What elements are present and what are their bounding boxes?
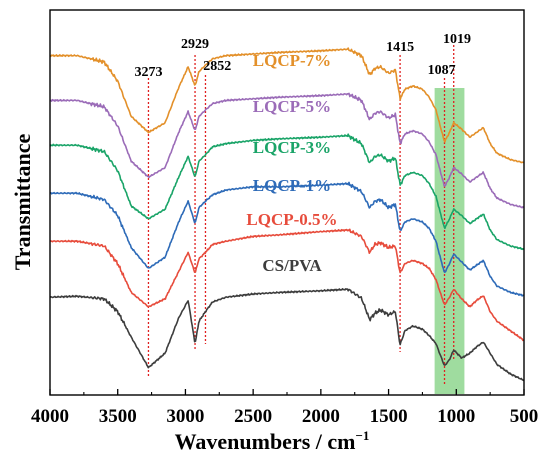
peak-label-1415: 1415 [386,40,414,55]
x-tick-label-1000: 1000 [437,406,475,427]
x-tick-label-500: 500 [510,406,539,427]
x-tick-label-4000: 4000 [31,406,69,427]
x-tick-label-2500: 2500 [234,406,272,427]
series-label-LQCP-3%: LQCP-3% [253,138,331,157]
series-line-LQCP-0.5% [49,228,525,342]
x-tick-label-3000: 3000 [166,406,204,427]
peak-label-3273: 3273 [134,65,162,80]
peak-label-2852: 2852 [203,59,231,74]
series-label-LQCP-7%: LQCP-7% [253,51,331,70]
series-line-CS/PVA [49,288,525,382]
peak-label-2929: 2929 [181,37,209,52]
peak-label-1087: 1087 [428,63,456,78]
series-label-LQCP-0.5%: LQCP-0.5% [246,210,337,229]
series-line-LQCP-3% [49,133,525,251]
series-label-LQCP-1%: LQCP-1% [253,176,331,195]
series-label-LQCP-5%: LQCP-5% [253,97,331,116]
series-line-LQCP-7% [49,47,524,164]
peak-label-1019: 1019 [443,32,471,47]
y-axis-title: Transmittance [10,134,35,271]
x-tick-label-3500: 3500 [99,406,137,427]
series-line-LQCP-5% [49,92,525,209]
series-label-CS/PVA: CS/PVA [262,256,322,275]
series-line-LQCP-1% [49,181,525,297]
x-tick-label-2000: 2000 [302,406,340,427]
x-axis-title: Wavenumbers / cm−1 [175,428,370,454]
x-axis-title-sup: −1 [355,428,369,443]
highlight-band [434,88,465,394]
x-axis-title-main: Wavenumbers / cm [175,429,356,454]
x-tick-label-1500: 1500 [370,406,408,427]
